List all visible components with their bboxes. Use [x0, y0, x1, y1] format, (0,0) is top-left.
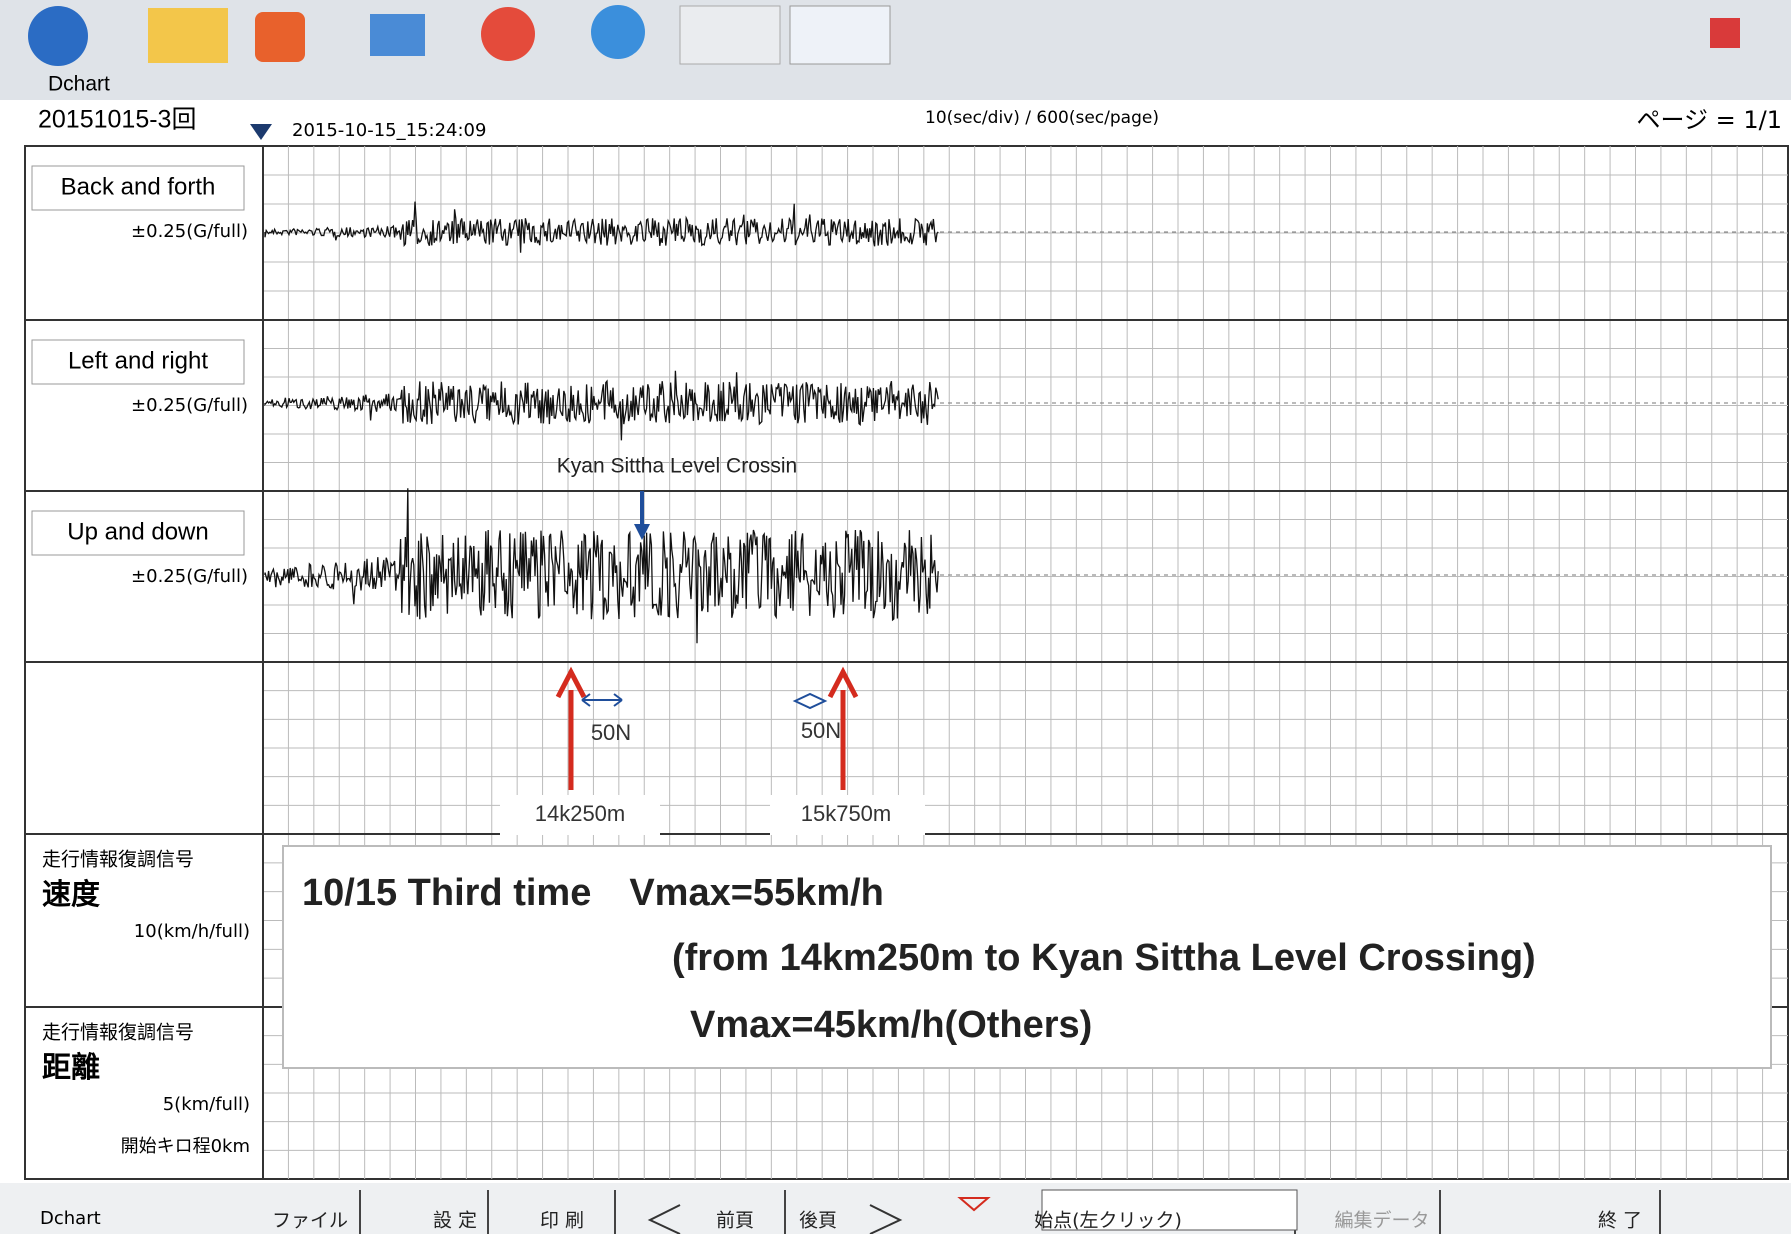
signal-label: 走行情報復調信号 — [42, 1022, 194, 1044]
next-arrow[interactable] — [869, 1204, 903, 1235]
start-button[interactable] — [28, 6, 88, 66]
status-label: Dchart — [40, 1208, 101, 1229]
crossing-label: Kyan Sittha Level Crossin — [557, 455, 797, 478]
note-line: 10/15 Third time Vmax=55km/h — [302, 872, 884, 914]
file-name: 20151015-3回 — [38, 106, 196, 134]
toolbar-button[interactable]: 編集データ — [1334, 1210, 1429, 1232]
prev-arrow[interactable] — [647, 1204, 681, 1235]
channel-name: Back and forth — [61, 173, 216, 200]
name-box — [31, 510, 245, 556]
toolbar-button[interactable]: 始点(左クリック) — [1034, 1210, 1182, 1232]
location-label: 14k250m — [535, 801, 626, 826]
toolbar — [0, 1183, 1791, 1234]
toolbar-buttons: Dchart ファイル 設 定 印 刷 前頁 後頁 編集データ 終 了 始点(左クリック) — [40, 1189, 1661, 1235]
channel-range: ±0.25(G/full) — [131, 566, 248, 587]
label-bg — [770, 795, 925, 835]
name-box — [31, 339, 245, 385]
note-line: Vmax=45km/h(Others) — [690, 1004, 1092, 1046]
note-box — [282, 845, 1772, 1069]
explorer-icon[interactable] — [148, 8, 228, 63]
ie-icon[interactable] — [591, 5, 645, 59]
task-slot[interactable] — [679, 5, 781, 65]
page-indicator: ページ = 1/1 — [1636, 106, 1782, 134]
location-arrowhead — [827, 666, 859, 699]
note-line: (from 14km250m to Kyan Sittha Level Cros… — [672, 937, 1536, 979]
start-distance: 開始キロ程0km — [121, 1136, 250, 1157]
channel-range: 5(km/full) — [163, 1094, 250, 1115]
signal-label: 走行情報復調信号 — [42, 849, 194, 871]
force-label: 50N — [591, 720, 631, 745]
channel-range: 10(km/h/full) — [134, 921, 250, 942]
dchart-task[interactable] — [789, 5, 891, 65]
marker-icon[interactable] — [957, 1197, 991, 1212]
crossing-arrowhead — [634, 524, 650, 540]
toolbar-button[interactable]: 設 定 — [433, 1210, 477, 1232]
force-indicator — [792, 692, 828, 710]
toolbar-button[interactable]: 後頁 — [799, 1210, 837, 1232]
force-indicator — [581, 693, 623, 707]
name-box — [31, 165, 245, 211]
waveform — [264, 488, 939, 644]
start-field — [1041, 1189, 1298, 1231]
label-bg — [500, 795, 660, 835]
waveforms — [264, 201, 1788, 644]
channel-name: Up and down — [67, 518, 208, 545]
location-arrowhead — [555, 666, 587, 699]
toolbar-button[interactable]: 前頁 — [716, 1210, 754, 1232]
force-label: 50N — [801, 718, 841, 743]
time-scale: 10(sec/div) / 600(sec/page) — [925, 108, 1159, 128]
channel-range: ±0.25(G/full) — [131, 395, 248, 416]
app-title: Dchart — [48, 73, 110, 96]
channel-labels: Back and forth ±0.25(G/full) Left and righ… — [31, 165, 250, 1157]
toolbar-button[interactable]: 終 了 — [1598, 1210, 1642, 1232]
channel-name: 速度 — [42, 877, 100, 911]
tray-icon[interactable] — [1710, 18, 1740, 48]
media-icon[interactable] — [255, 12, 305, 62]
chrome-icon[interactable] — [481, 7, 535, 61]
waveform — [264, 370, 939, 441]
toolbar-button[interactable]: ファイル — [272, 1210, 348, 1232]
waveform — [264, 201, 939, 253]
channel-range: ±0.25(G/full) — [131, 221, 248, 242]
app-icon[interactable] — [370, 14, 425, 56]
channel-name: Left and right — [68, 347, 208, 374]
location-label: 15k750m — [801, 801, 892, 826]
toolbar-button[interactable]: 印 刷 — [540, 1210, 584, 1232]
dropdown[interactable] — [250, 124, 272, 140]
channel-name: 距離 — [42, 1050, 100, 1084]
timestamp: 2015-10-15_15:24:09 — [292, 120, 486, 141]
